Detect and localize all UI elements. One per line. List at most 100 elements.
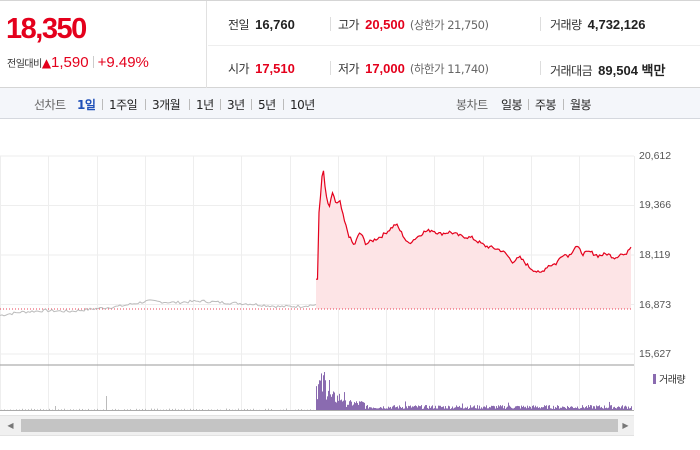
volume-bar xyxy=(612,408,613,410)
volume-bar xyxy=(564,407,565,410)
chart-scrollbar[interactable]: ◀ ▶ xyxy=(0,415,634,436)
volume-bar xyxy=(112,409,113,410)
volume-bar xyxy=(453,408,454,410)
volume-legend: 거래량 xyxy=(653,371,686,386)
volume-bar xyxy=(386,408,387,410)
volume-bar xyxy=(61,409,62,410)
period-5y[interactable]: 5년 xyxy=(258,98,276,112)
chart-toolbar: 선차트 1일 1주일 3개월 1년 3년 5년 10년 봉차트 일봉 주봉 월봉 xyxy=(0,88,700,119)
volume-bar xyxy=(310,409,311,410)
volume-bar xyxy=(550,408,551,410)
volume-bar xyxy=(507,406,508,410)
volume-bar xyxy=(25,409,26,410)
volume-bar xyxy=(350,400,351,410)
volume-bar xyxy=(447,408,448,410)
volume-bar xyxy=(561,407,562,410)
period-daily-candle[interactable]: 일봉 xyxy=(501,98,523,112)
volume-bar xyxy=(522,406,523,410)
volume-bar xyxy=(471,407,472,410)
volume-bar xyxy=(329,380,330,410)
volume-bar xyxy=(515,406,516,410)
volume-bar xyxy=(408,405,409,410)
volume-bar xyxy=(506,407,507,410)
volume-bar xyxy=(502,405,503,410)
volume-bar xyxy=(548,405,549,410)
volume-bar xyxy=(494,406,495,410)
volume-bar xyxy=(594,406,595,410)
volume-bar xyxy=(354,402,355,410)
volume-bar xyxy=(469,408,470,410)
volume-bar xyxy=(547,408,548,410)
pre-open-price-line xyxy=(0,299,317,317)
volume-bar xyxy=(388,406,389,410)
period-monthly-candle[interactable]: 월봉 xyxy=(570,98,592,112)
volume-bar xyxy=(175,408,176,410)
volume-bar xyxy=(247,409,248,410)
volume-bar xyxy=(553,405,554,410)
volume-bar xyxy=(199,409,200,410)
period-10y[interactable]: 10년 xyxy=(290,98,315,112)
volume-bar xyxy=(624,406,625,410)
volume-bar xyxy=(620,408,621,410)
period-1d[interactable]: 1일 xyxy=(77,98,96,112)
divider xyxy=(330,17,331,31)
change-percent: +9.49% xyxy=(97,54,149,71)
volume-swatch xyxy=(653,374,656,384)
volume-bar xyxy=(448,405,449,410)
volume-bar xyxy=(467,406,468,410)
volume-bar xyxy=(488,408,489,410)
volume-bar xyxy=(557,405,558,410)
divider xyxy=(208,45,700,46)
scroll-right-button[interactable]: ▶ xyxy=(622,421,629,430)
volume-bar xyxy=(631,406,632,410)
volume-bar xyxy=(497,407,498,410)
volume-bar xyxy=(432,405,433,410)
volume-bar xyxy=(503,408,504,410)
volume-bar xyxy=(441,407,442,410)
period-1w[interactable]: 1주일 xyxy=(109,98,138,112)
volume-bar xyxy=(344,392,345,410)
period-1y[interactable]: 1년 xyxy=(196,98,214,112)
volume-bar xyxy=(387,408,388,410)
volume-bar xyxy=(392,406,393,410)
volume-bar xyxy=(430,407,431,410)
volume-bar xyxy=(477,405,478,410)
volume-bar xyxy=(485,407,486,410)
scroll-left-button[interactable]: ◀ xyxy=(7,421,14,430)
volume-bar xyxy=(375,408,376,410)
volume-bar xyxy=(458,406,459,410)
volume-bar xyxy=(362,401,363,410)
volume-bar xyxy=(389,407,390,410)
volume-bar xyxy=(332,394,333,410)
volume-bar xyxy=(410,405,411,410)
volume-bar xyxy=(422,408,423,410)
volume-bar xyxy=(525,406,526,410)
volume-bar xyxy=(493,405,494,410)
volume-bar xyxy=(335,401,336,410)
volume-bar xyxy=(476,408,477,410)
volume-bar xyxy=(595,408,596,410)
divider xyxy=(92,56,94,68)
volume-bar xyxy=(82,408,83,410)
scrollbar-thumb[interactable] xyxy=(21,419,618,432)
volume-bar xyxy=(169,408,170,410)
volume-bar xyxy=(229,409,230,410)
volume-bar xyxy=(172,408,173,410)
volume-bar xyxy=(566,408,567,410)
volume-bar xyxy=(381,407,382,410)
volume-bar xyxy=(428,408,429,410)
volume-bar xyxy=(605,408,606,410)
stat-label: 거래대금 xyxy=(550,64,593,78)
volume-bar xyxy=(544,405,545,410)
volume-bar xyxy=(562,406,563,410)
volume-bar xyxy=(462,403,463,410)
period-weekly-candle[interactable]: 주봉 xyxy=(535,98,557,112)
volume-bar xyxy=(136,408,137,410)
period-3m[interactable]: 3개월 xyxy=(152,98,181,112)
volume-bar xyxy=(592,408,593,410)
volume-bar xyxy=(511,407,512,410)
volume-bar xyxy=(521,405,522,410)
stat-label: 전일 xyxy=(228,18,250,32)
volume-bar xyxy=(184,408,185,410)
period-3y[interactable]: 3년 xyxy=(227,98,245,112)
